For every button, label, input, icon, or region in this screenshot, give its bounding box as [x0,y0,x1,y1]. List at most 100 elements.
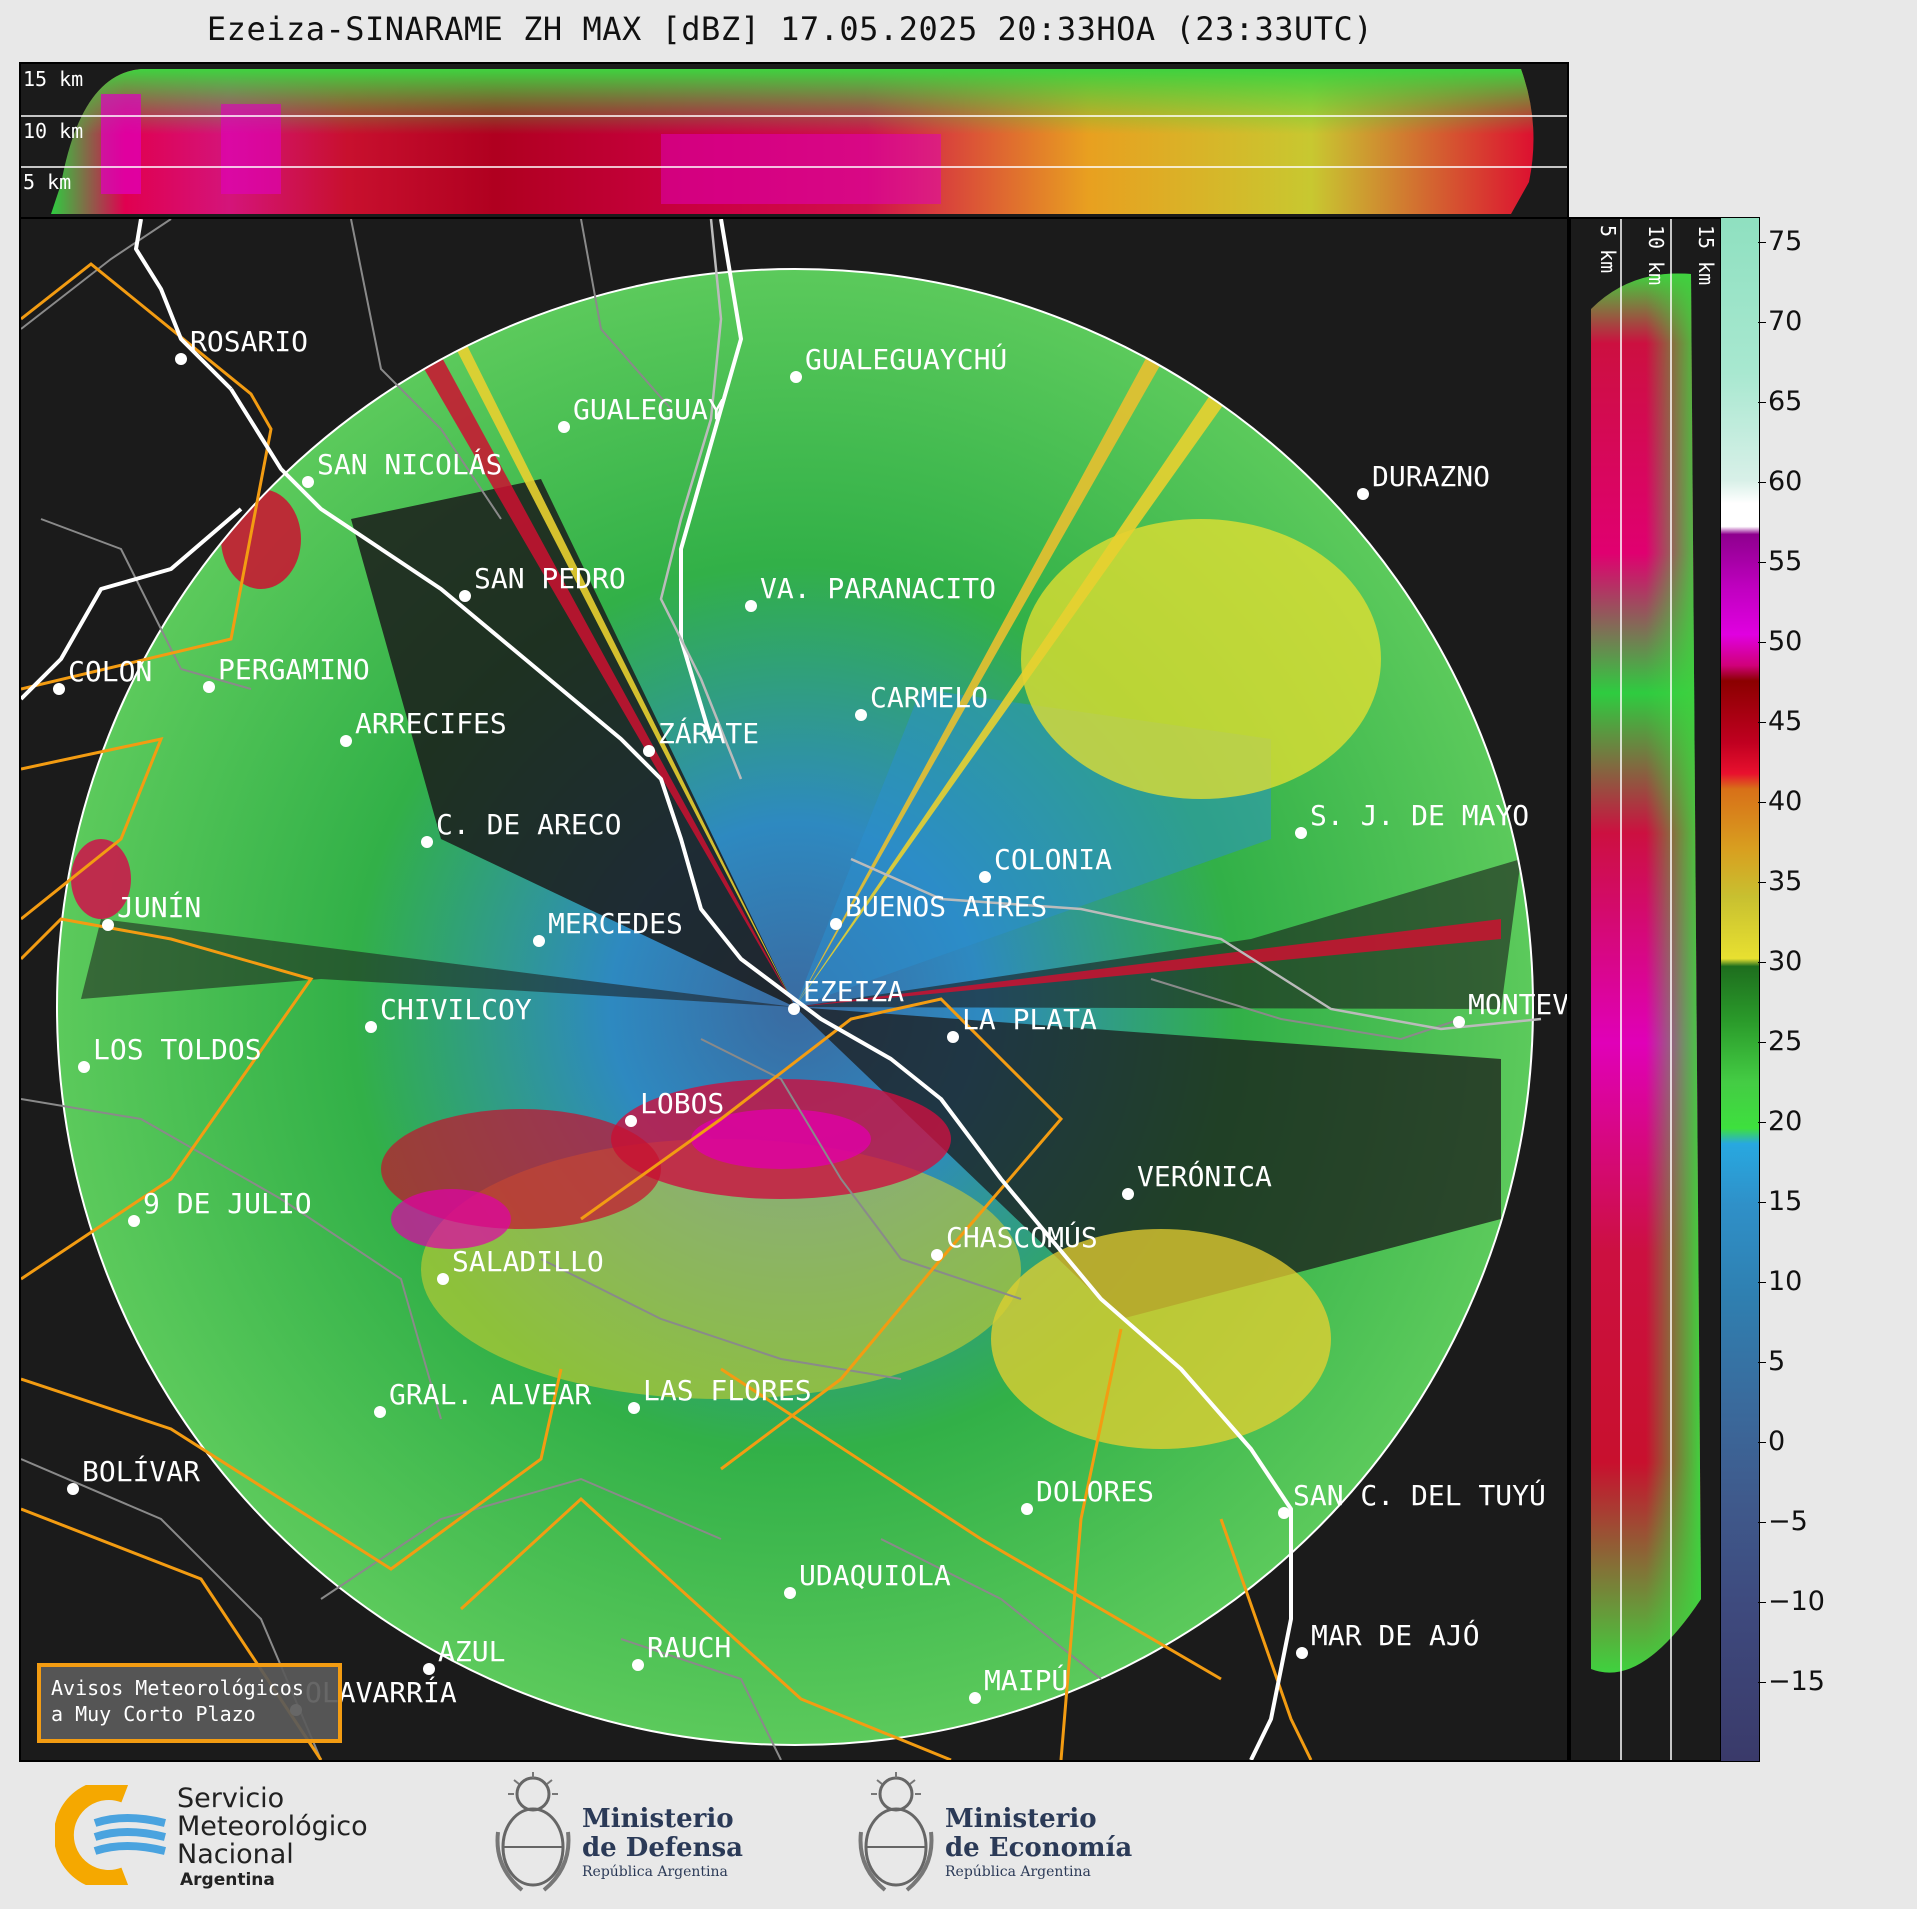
city-marker-gualeguaych: GUALEGUAYCHÚ [790,342,1007,383]
city-dot [1021,1503,1033,1515]
city-marker-ver-nica: VERÓNICA [1122,1159,1272,1200]
city-dot [53,683,65,695]
city-dot [643,745,655,757]
city-marker-dolores: DOLORES [1021,1475,1154,1515]
city-dot [203,681,215,693]
city-label-azul: AZUL [438,1635,505,1668]
city-marker-jun-n: JUNÍN [102,890,201,931]
city-label-z-rate: ZÁRATE [658,716,759,750]
city-dot [374,1406,386,1418]
city-dot [788,1003,800,1015]
defensa-line-2: de Defensa [582,1833,743,1863]
city-marker-durazno: DURAZNO [1357,460,1490,500]
city-dot [979,871,991,883]
city-marker-buenos-aires: BUENOS AIRES [830,890,1047,930]
city-dot [628,1402,640,1414]
city-marker-ezeiza: EZEIZA [788,975,904,1015]
city-label-bol-var: BOLÍVAR [82,1454,200,1488]
city-label-buenos-aires: BUENOS AIRES [845,890,1047,923]
city-marker-s-j-de-mayo: S. J. DE MAYO [1295,799,1529,839]
city-label-la-plata: LA PLATA [962,1003,1097,1036]
city-dot [437,1273,449,1285]
city-marker-maip: MAIPÚ [969,1663,1068,1704]
city-label-carmelo: CARMELO [870,681,988,714]
city-marker-lobos: LOBOS [625,1087,724,1127]
city-dot [947,1031,959,1043]
city-dot [1453,1016,1465,1028]
city-label-9-de-julio: 9 DE JULIO [143,1187,312,1220]
radar-map-svg: ROSARIO GUALEGUAYCHÚ GUALEGUAY SAN NICOLÁS D… [21,219,1567,1760]
city-marker-bol-var: BOLÍVAR [67,1454,200,1495]
city-label-durazno: DURAZNO [1372,460,1490,493]
city-dot [830,918,842,930]
city-label-gualeguaych: GUALEGUAYCHÚ [805,342,1007,376]
city-dot [175,353,187,365]
city-dot [67,1483,79,1495]
city-marker-arrecifes: ARRECIFES [340,707,507,747]
defensa-line-1: Ministerio [582,1804,734,1834]
city-dot [632,1659,644,1671]
city-marker-chascom-s: CHASCOMÚS [931,1220,1098,1261]
top-height-strip: 15 km 10 km 5 km [19,62,1569,219]
city-label-mar-de-aj: MAR DE AJÓ [1311,1618,1480,1652]
city-marker-z-rate: ZÁRATE [643,716,759,757]
smn-line-1: Servicio [177,1783,285,1814]
city-dot [459,590,471,602]
city-dot [855,709,867,721]
warning-box[interactable]: Avisos Meteorológicos a Muy Corto Plazo [37,1663,342,1743]
city-marker-colon: COLON [53,655,152,695]
height-label-10: 10 km [23,119,83,143]
coastline [21,219,1293,1760]
colorbar-tick-25: 25 [1757,1026,1803,1057]
city-dot [78,1061,90,1073]
city-dot [423,1663,435,1675]
city-label-mercedes: MERCEDES [548,907,683,940]
city-dot [340,735,352,747]
top-strip-svg: 15 km 10 km 5 km [21,67,1567,214]
city-dot [745,600,757,612]
city-label-pergamino: PERGAMINO [218,653,370,686]
city-marker-las-flores: LAS FLORES [628,1374,812,1414]
city-dot [790,371,802,383]
city-marker-colonia: COLONIA [979,843,1112,883]
city-label-chascom-s: CHASCOMÚS [946,1220,1098,1254]
right-strip-svg: 5 km 10 km 15 km [1591,219,1718,1760]
coat-of-arms-icon-2 [858,1772,934,1892]
city-label-s-j-de-mayo: S. J. DE MAYO [1310,799,1529,832]
city-marker-los-toldos: LOS TOLDOS [78,1033,262,1073]
colorbar-tick-20: 20 [1757,1106,1803,1137]
coat-of-arms-icon [495,1772,571,1892]
city-label-san-c-del-tuy: SAN C. DEL TUYÚ [1293,1478,1546,1512]
city-dot [421,836,433,848]
city-dot [784,1587,796,1599]
city-marker-rauch: RAUCH [632,1631,731,1671]
city-label-rauch: RAUCH [647,1631,731,1664]
city-label-colonia: COLONIA [994,843,1112,876]
city-marker-gral-alvear: GRAL. ALVEAR [374,1378,591,1418]
city-label-saladillo: SALADILLO [452,1245,604,1278]
city-dot [1296,1647,1308,1659]
colorbar-tick-5: 5 [1757,1346,1786,1377]
city-marker-va-paranacito: VA. PARANACITO [745,572,996,612]
city-label-gualeguay: GUALEGUAY [573,393,725,426]
colorbar-tick-50: 50 [1757,626,1803,657]
city-marker-la-plata: LA PLATA [947,1003,1097,1043]
city-label-arrecifes: ARRECIFES [355,707,507,740]
city-dot [558,421,570,433]
city-marker-san-nicol-s: SAN NICOLÁS [302,447,502,488]
colorbar-tick-35: 35 [1757,866,1803,897]
city-label-los-toldos: LOS TOLDOS [93,1033,262,1066]
radar-map[interactable]: ROSARIO GUALEGUAYCHÚ GUALEGUAY SAN NICOLÁS D… [19,217,1569,1762]
city-dot [533,935,545,947]
city-marker-chivilcoy: CHIVILCOY [365,993,532,1033]
city-dot [365,1021,377,1033]
city-marker-montev: MONTEV [1453,988,1567,1028]
city-marker-mercedes: MERCEDES [533,907,683,947]
economia-line-2: de Economía [945,1833,1133,1863]
city-dot [1278,1507,1290,1519]
city-label-lobos: LOBOS [640,1087,724,1120]
city-label-chivilcoy: CHIVILCOY [380,993,532,1026]
city-label-gral-alvear: GRAL. ALVEAR [389,1378,591,1411]
right-height-label-10: 10 km [1644,225,1668,285]
city-marker-mar-de-aj: MAR DE AJÓ [1296,1618,1480,1659]
